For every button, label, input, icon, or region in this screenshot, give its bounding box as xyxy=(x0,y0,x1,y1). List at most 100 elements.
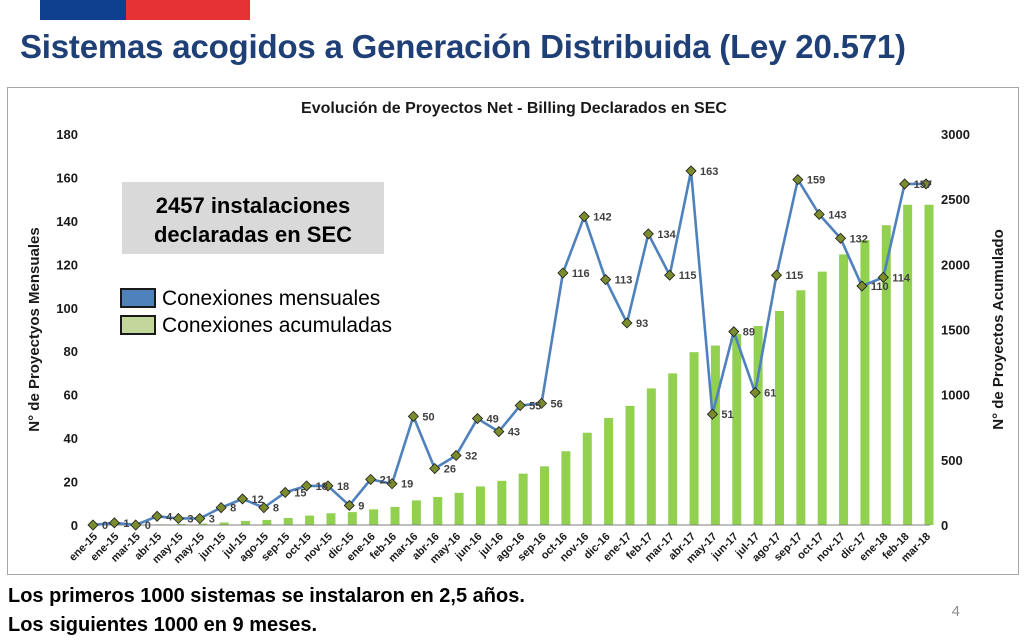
monthly-marker xyxy=(493,426,505,438)
cumulative-bar xyxy=(241,520,251,525)
chart-frame: Evolución de Proyectos Net - Billing Dec… xyxy=(7,87,1019,575)
monthly-marker xyxy=(258,502,270,514)
cumulative-bar xyxy=(860,240,870,525)
y-tick-label: 160 xyxy=(56,170,78,185)
monthly-marker xyxy=(642,228,654,240)
monthly-marker xyxy=(172,512,185,525)
data-label: 115 xyxy=(785,270,803,282)
monthly-marker xyxy=(621,317,633,329)
y-tick-label: 180 xyxy=(56,127,78,142)
y-tick-label: 20 xyxy=(64,475,78,490)
slide-title: Sistemas acogidos a Generación Distribui… xyxy=(20,28,906,65)
data-label: 110 xyxy=(871,281,889,293)
data-label: 115 xyxy=(679,270,697,282)
monthly-marker xyxy=(514,399,526,412)
cumulative-bar xyxy=(305,515,315,525)
y2-tick-label: 0 xyxy=(941,518,948,533)
cumulative-bar xyxy=(454,492,464,525)
data-label: 116 xyxy=(572,268,590,280)
monthly-marker xyxy=(834,232,847,244)
monthly-marker xyxy=(856,280,868,292)
cumulative-bar xyxy=(518,473,528,525)
monthly-marker xyxy=(685,165,697,177)
monthly-marker xyxy=(365,473,377,485)
cumulative-bar xyxy=(369,509,379,525)
data-label: 18 xyxy=(337,481,349,493)
monthly-marker xyxy=(706,408,718,420)
cumulative-bar xyxy=(817,271,827,525)
monthly-marker xyxy=(279,486,291,498)
monthly-marker xyxy=(194,512,206,525)
y-tick-label: 40 xyxy=(64,431,78,446)
callout-box xyxy=(122,182,384,254)
monthly-marker xyxy=(877,271,889,283)
data-label: 1 xyxy=(123,518,129,530)
data-label: 8 xyxy=(230,503,236,515)
y2-tick-label: 2000 xyxy=(941,257,970,272)
monthly-marker xyxy=(770,269,783,281)
y-tick-label: 120 xyxy=(56,257,78,272)
data-label: 89 xyxy=(743,327,755,339)
monthly-marker xyxy=(899,178,911,190)
cumulative-bar xyxy=(411,500,421,525)
cumulative-bar xyxy=(262,519,272,525)
monthly-marker xyxy=(557,267,569,279)
monthly-marker xyxy=(578,210,590,223)
cumulative-bar xyxy=(390,506,400,525)
data-label: 9 xyxy=(358,500,364,512)
footer-line-2: Los siguientes 1000 en 9 meses. xyxy=(8,614,318,636)
y-tick-label: 0 xyxy=(71,518,78,533)
data-label: 43 xyxy=(508,427,520,439)
data-label: 134 xyxy=(657,229,676,241)
data-label: 0 xyxy=(102,520,108,532)
cumulative-bar xyxy=(668,373,678,525)
y2-tick-label: 500 xyxy=(941,453,963,468)
data-label: 159 xyxy=(807,175,825,187)
callout-line-2: declaradas en SEC xyxy=(154,222,352,247)
y-tick-label: 100 xyxy=(56,301,78,316)
monthly-marker xyxy=(429,462,441,475)
legend-label: Conexiones mensuales xyxy=(162,287,380,310)
monthly-marker xyxy=(600,273,612,286)
data-label: 8 xyxy=(273,503,279,515)
monthly-marker xyxy=(215,502,227,514)
data-label: 49 xyxy=(486,414,498,426)
cumulative-bar xyxy=(604,417,614,525)
data-label: 4 xyxy=(166,511,173,523)
monthly-marker xyxy=(450,449,462,462)
legend-swatch xyxy=(120,288,156,308)
cumulative-bar xyxy=(219,522,229,525)
data-label: 56 xyxy=(551,398,563,410)
data-label: 3 xyxy=(187,513,193,525)
data-label: 51 xyxy=(721,409,733,421)
monthly-line xyxy=(92,169,926,527)
data-label: 163 xyxy=(700,166,718,178)
data-label: 32 xyxy=(465,450,477,462)
page-number: 4 xyxy=(951,603,960,620)
monthly-marker xyxy=(749,386,761,399)
monthly-marker xyxy=(920,178,932,190)
cumulative-bar xyxy=(582,432,592,525)
cumulative-bar xyxy=(561,451,571,525)
monthly-marker xyxy=(108,517,120,529)
y-tick-label: 60 xyxy=(64,388,78,403)
monthly-marker xyxy=(407,410,419,422)
data-label: 12 xyxy=(252,494,264,506)
monthly-marker xyxy=(535,397,548,409)
legend-label: Conexiones acumuladas xyxy=(162,314,392,337)
cumulative-bar xyxy=(433,496,443,525)
data-label: 50 xyxy=(422,411,434,423)
data-label: 21 xyxy=(380,474,392,486)
data-label: 18 xyxy=(316,481,328,493)
data-label: 0 xyxy=(145,520,151,532)
data-label: 19 xyxy=(401,479,413,491)
cumulative-bar xyxy=(283,517,293,525)
y2-tick-label: 3000 xyxy=(941,127,970,142)
chart-title: Evolución de Proyectos Net - Billing Dec… xyxy=(301,100,727,117)
monthly-marker xyxy=(322,480,334,492)
data-label: 132 xyxy=(850,233,868,245)
data-label: 55 xyxy=(529,401,541,413)
data-label: 157 xyxy=(914,179,932,191)
cumulative-bar xyxy=(881,225,891,525)
cumulative-bar xyxy=(924,204,934,525)
